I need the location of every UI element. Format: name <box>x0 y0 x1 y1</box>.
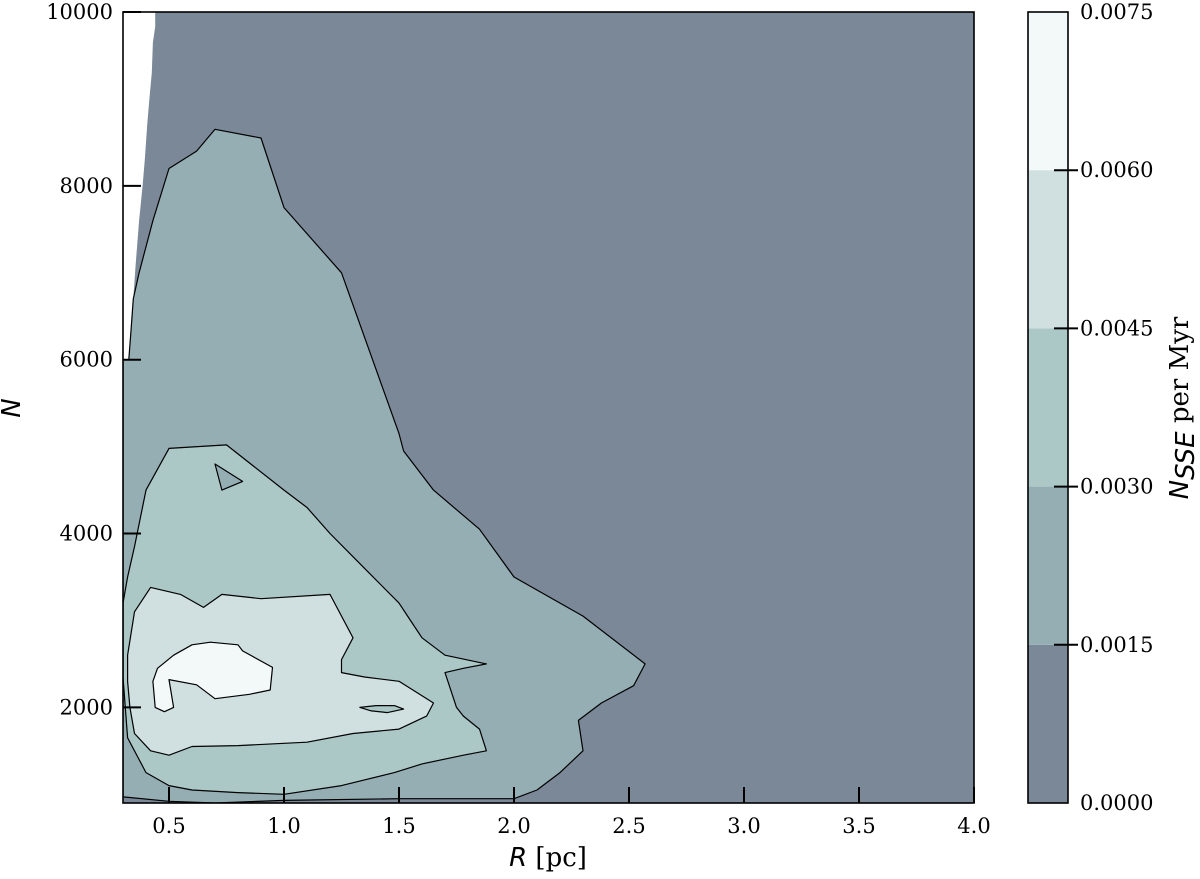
x-tick-label: 3.5 <box>842 814 875 838</box>
colorbar-tick-label: 0.0060 <box>1080 158 1153 182</box>
y-axis: 2000 4000 6000 8000 10000 <box>46 0 141 719</box>
x-tick-label: 4.0 <box>957 814 990 838</box>
colorbar-block <box>1028 170 1068 329</box>
level-0.0060-line <box>152 641 274 713</box>
level-0.0030-inner-line <box>214 463 244 491</box>
colorbar-tick-label: 0.0015 <box>1080 633 1153 657</box>
y-tick-label: 6000 <box>60 348 113 372</box>
contour-lines <box>123 128 646 803</box>
y-tick-label: 4000 <box>60 522 113 546</box>
y-tick-label: 2000 <box>60 695 113 719</box>
x-tick-label: 1.0 <box>267 814 300 838</box>
colorbar-block <box>1028 644 1068 803</box>
colorbar-label-sub: SSE <box>1171 431 1200 480</box>
colorbar-label: NSSE per Myr <box>1165 316 1200 499</box>
x-axis-label-unit: [pc] <box>527 843 587 873</box>
plot-frame <box>122 11 975 804</box>
colorbar-frame <box>1027 11 1069 804</box>
level-0.0015-line <box>123 128 646 803</box>
x-axis-label: R [pc] <box>509 843 587 873</box>
colorbar-label-rest: per Myr <box>1165 316 1195 431</box>
level-0.0045-fill <box>127 587 434 756</box>
colorbar-tick-label: 0.0075 <box>1080 0 1153 24</box>
x-axis: 0.5 1.0 1.5 2.0 2.5 3.0 3.5 4.0 <box>152 787 991 838</box>
x-tick-label: 1.5 <box>382 814 415 838</box>
colorbar-block <box>1028 328 1068 487</box>
colorbar-block <box>1028 12 1068 171</box>
colorbar-blocks <box>1028 12 1068 803</box>
contour-fills <box>123 12 646 803</box>
level-0.0045-line <box>127 586 435 756</box>
x-tick-label: 0.5 <box>152 814 185 838</box>
plot-area <box>122 11 975 804</box>
level-0.0030-line <box>123 444 487 795</box>
x-tick-label: 3.0 <box>727 814 760 838</box>
y-tick-label: 10000 <box>46 0 113 24</box>
y-axis-label: N <box>0 398 27 417</box>
colorbar-block <box>1028 486 1068 645</box>
colorbar-ticks: 0.0000 0.0015 0.0030 0.0045 0.0060 0.0075 <box>1054 0 1153 815</box>
colorbar-tick-label: 0.0030 <box>1080 475 1153 499</box>
colorbar-tick-label: 0.0045 <box>1080 316 1153 340</box>
y-tick-label: 8000 <box>60 174 113 198</box>
colorbar: 0.0000 0.0015 0.0030 0.0045 0.0060 0.0075 NSS… <box>1027 0 1200 815</box>
level-0.0060-fill <box>152 642 273 712</box>
colorbar-label-main: N <box>1165 480 1195 499</box>
x-axis-label-var: R <box>509 843 527 873</box>
level-0.0045-inner-line <box>359 705 405 714</box>
colorbar-tick-label: 0.0000 <box>1080 791 1153 815</box>
x-tick-label: 2.5 <box>612 814 645 838</box>
x-tick-label: 2.0 <box>497 814 530 838</box>
